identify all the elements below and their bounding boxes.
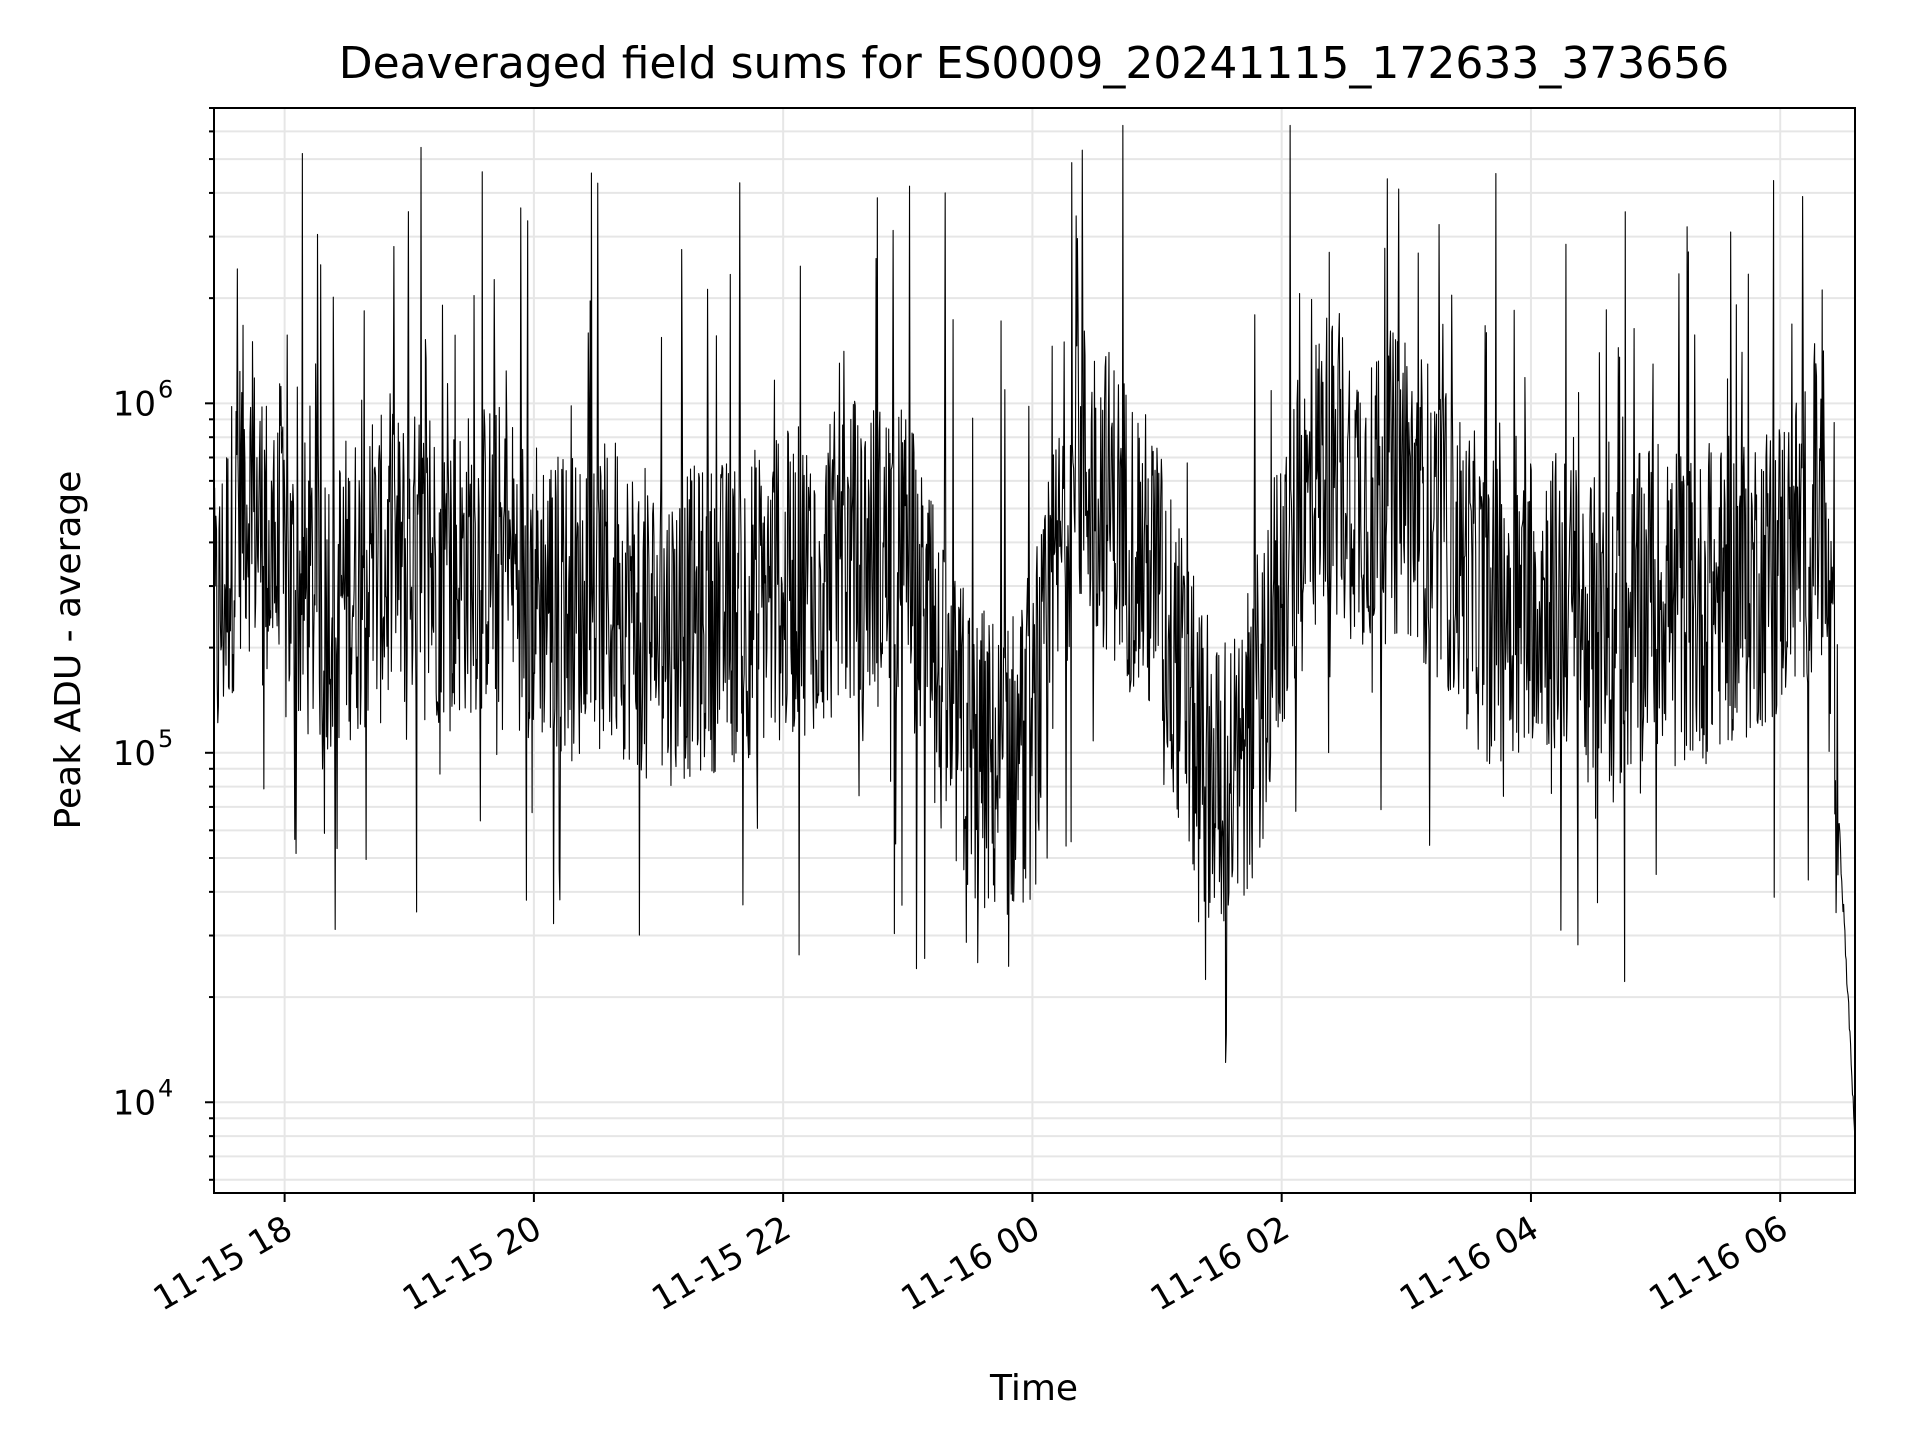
chart-title: Deaveraged field sums for ES0009_2024111… xyxy=(339,38,1730,89)
y-tick-label: 10 xyxy=(113,1083,156,1123)
x-axis-label: Time xyxy=(989,1368,1078,1409)
plot-frame xyxy=(213,107,1856,1194)
y-tick-exponent: 5 xyxy=(158,725,173,753)
series-line xyxy=(214,124,1855,1144)
y-tick-exponent: 6 xyxy=(158,375,173,403)
series-layer xyxy=(214,124,1855,1144)
y-tick-label: 10 xyxy=(113,384,156,424)
y-axis-label: Peak ADU - average xyxy=(48,471,89,830)
grid xyxy=(214,107,1855,1193)
y-tick-label: 10 xyxy=(113,734,156,774)
y-tick-exponent: 4 xyxy=(158,1074,173,1102)
